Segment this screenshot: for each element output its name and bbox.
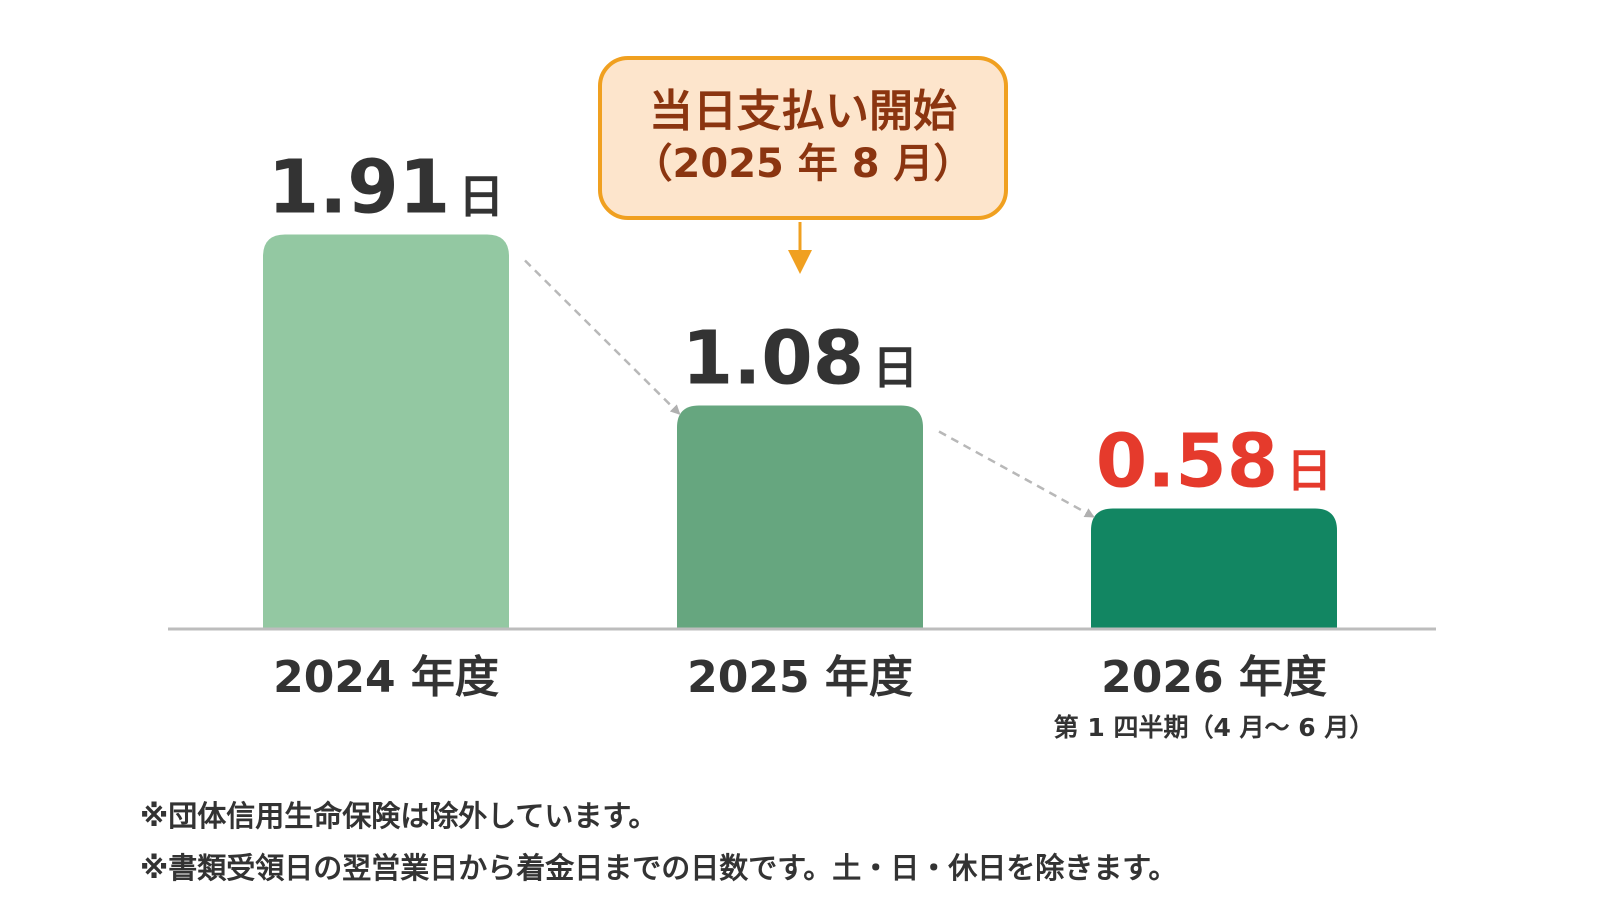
category-label-3: 2026 年度 — [1101, 652, 1327, 703]
footnote-2: ※書類受領日の翌営業日から着金日までの日数です。土・日・休日を除きます。 — [140, 851, 1178, 885]
callout-title: 当日支払い開始 — [649, 86, 957, 137]
bar-3 — [1091, 508, 1337, 628]
bar-2 — [677, 405, 923, 628]
value-label-1: 1.91 日 — [268, 145, 505, 231]
footnotes: ※団体信用生命保険は除外しています。 ※書類受領日の翌営業日から着金日までの日数… — [140, 790, 1177, 894]
footnote-1: ※団体信用生命保険は除外しています。 — [140, 799, 658, 833]
trend-arrow-1 — [524, 259, 681, 415]
bar-1 — [263, 234, 509, 629]
category-label-2: 2025 年度 — [687, 652, 913, 703]
trend-arrow-2 — [938, 430, 1095, 518]
value-label-3: 0.58 日 — [1096, 419, 1333, 505]
value-label-2: 1.08 日 — [682, 316, 919, 402]
category-sublabel-3: 第 1 四半期（4 月～ 6 月） — [1054, 713, 1375, 742]
callout-date: （2025 年 8 月） — [632, 141, 974, 187]
callout-box: 当日支払い開始 （2025 年 8 月） — [598, 56, 1008, 220]
category-label-1: 2024 年度 — [273, 652, 499, 703]
